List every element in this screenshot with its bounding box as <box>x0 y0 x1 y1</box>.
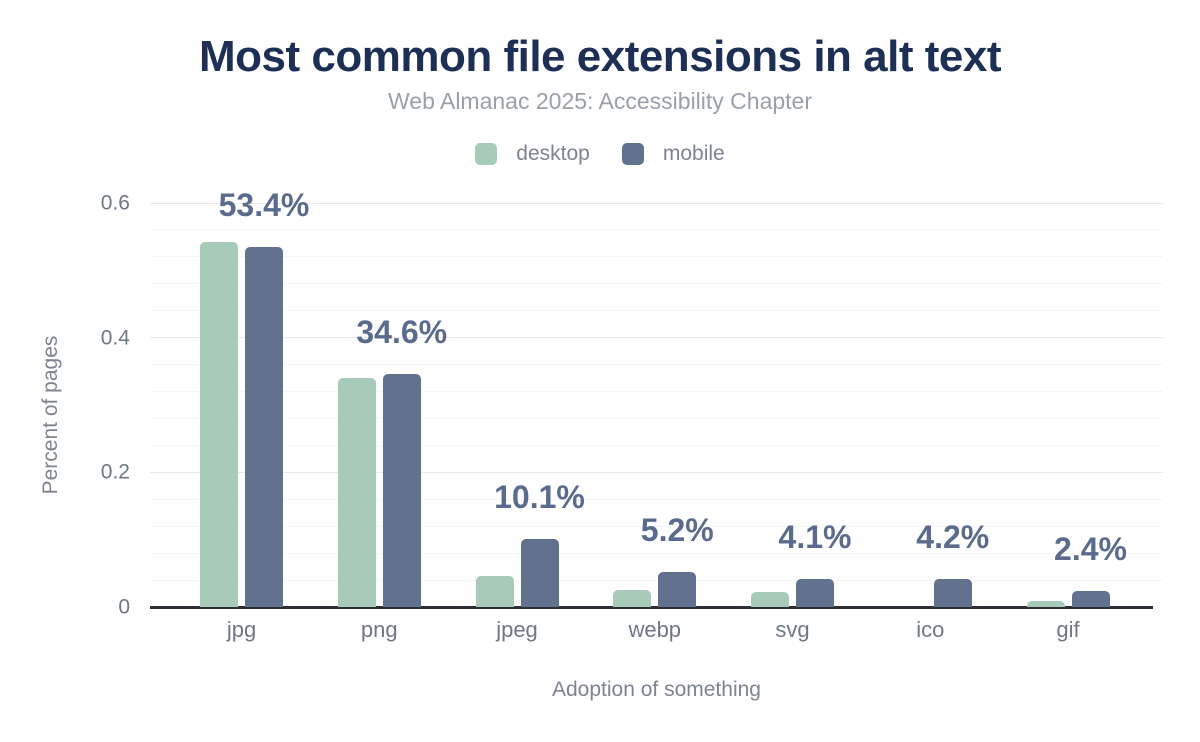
legend: desktop mobile <box>0 142 1200 166</box>
x-tick-jpeg: jpeg <box>496 617 538 642</box>
legend-label-desktop: desktop <box>516 142 590 165</box>
grid-line-minor <box>150 310 1163 312</box>
legend-item-mobile[interactable]: mobile <box>621 142 725 166</box>
y-tick-0.6: 0.6 <box>100 191 130 215</box>
x-tick-gif: gif <box>1056 617 1080 642</box>
chart-title: Most common file extensions in alt text <box>199 32 1001 81</box>
y-tick-0.4: 0.4 <box>100 326 130 350</box>
grid-line-minor <box>150 283 1163 285</box>
grid-line-minor <box>150 417 1163 419</box>
bar-mobile-jpg[interactable] <box>245 247 283 607</box>
grid-line-minor <box>150 364 1163 366</box>
data-label-png: 34.6% <box>356 314 448 351</box>
bar-desktop-gif[interactable] <box>1026 600 1065 607</box>
grid-line-minor <box>150 498 1163 500</box>
bar-mobile-webp[interactable] <box>658 572 697 607</box>
data-label-gif: 2.4% <box>1054 530 1127 567</box>
legend-swatch-mobile <box>621 143 644 165</box>
bar-desktop-png[interactable] <box>337 378 376 607</box>
data-label-ico: 4.2% <box>916 518 990 555</box>
grid-line-minor <box>150 391 1163 393</box>
bar-desktop-jpeg[interactable] <box>475 576 514 607</box>
grid-line-major <box>150 471 1163 473</box>
bar-desktop-svg[interactable] <box>751 591 789 607</box>
data-label-svg: 4.1% <box>778 519 852 556</box>
x-tick-svg: svg <box>775 617 810 642</box>
x-axis-title: Adoption of something <box>552 678 761 701</box>
y-tick-0.2: 0.2 <box>100 460 130 484</box>
data-label-jpeg: 10.1% <box>494 479 585 515</box>
data-label-jpg: 53.4% <box>218 187 310 224</box>
bar-desktop-webp[interactable] <box>613 589 652 607</box>
legend-swatch-desktop <box>475 143 498 165</box>
y-tick-0: 0 <box>118 595 130 619</box>
legend-label-mobile: mobile <box>662 142 725 165</box>
grid-line-minor <box>150 552 1163 554</box>
bar-mobile-ico[interactable] <box>933 578 972 607</box>
chart-subtitle: Web Almanac 2025: Accessibility Chapter <box>387 88 813 114</box>
grid-line-major <box>150 202 1163 204</box>
grid-line-minor <box>150 256 1163 258</box>
grid-line-minor <box>150 444 1163 446</box>
bar-mobile-jpeg[interactable] <box>520 539 559 607</box>
data-label-webp: 5.2% <box>640 512 714 548</box>
x-tick-ico: ico <box>916 617 945 642</box>
x-axis-line <box>150 606 1153 609</box>
bar-mobile-svg[interactable] <box>796 579 834 607</box>
grid-line-major <box>150 337 1163 339</box>
bar-desktop-jpg[interactable] <box>200 242 238 607</box>
x-tick-webp: webp <box>628 617 682 642</box>
grid-line-minor <box>150 579 1163 581</box>
legend-item-desktop[interactable]: desktop <box>475 142 590 166</box>
x-tick-jpg: jpg <box>226 617 257 642</box>
grid-line-minor <box>150 229 1163 231</box>
x-tick-png: png <box>360 617 398 642</box>
grid-line-minor <box>150 525 1163 527</box>
plot-area: 53.4% jpg 34.6% png 10.1% jpeg 5.2% webp 4.1% svg… <box>150 189 1163 642</box>
bar-mobile-gif[interactable] <box>1071 590 1110 607</box>
bar-mobile-png[interactable] <box>382 374 421 607</box>
